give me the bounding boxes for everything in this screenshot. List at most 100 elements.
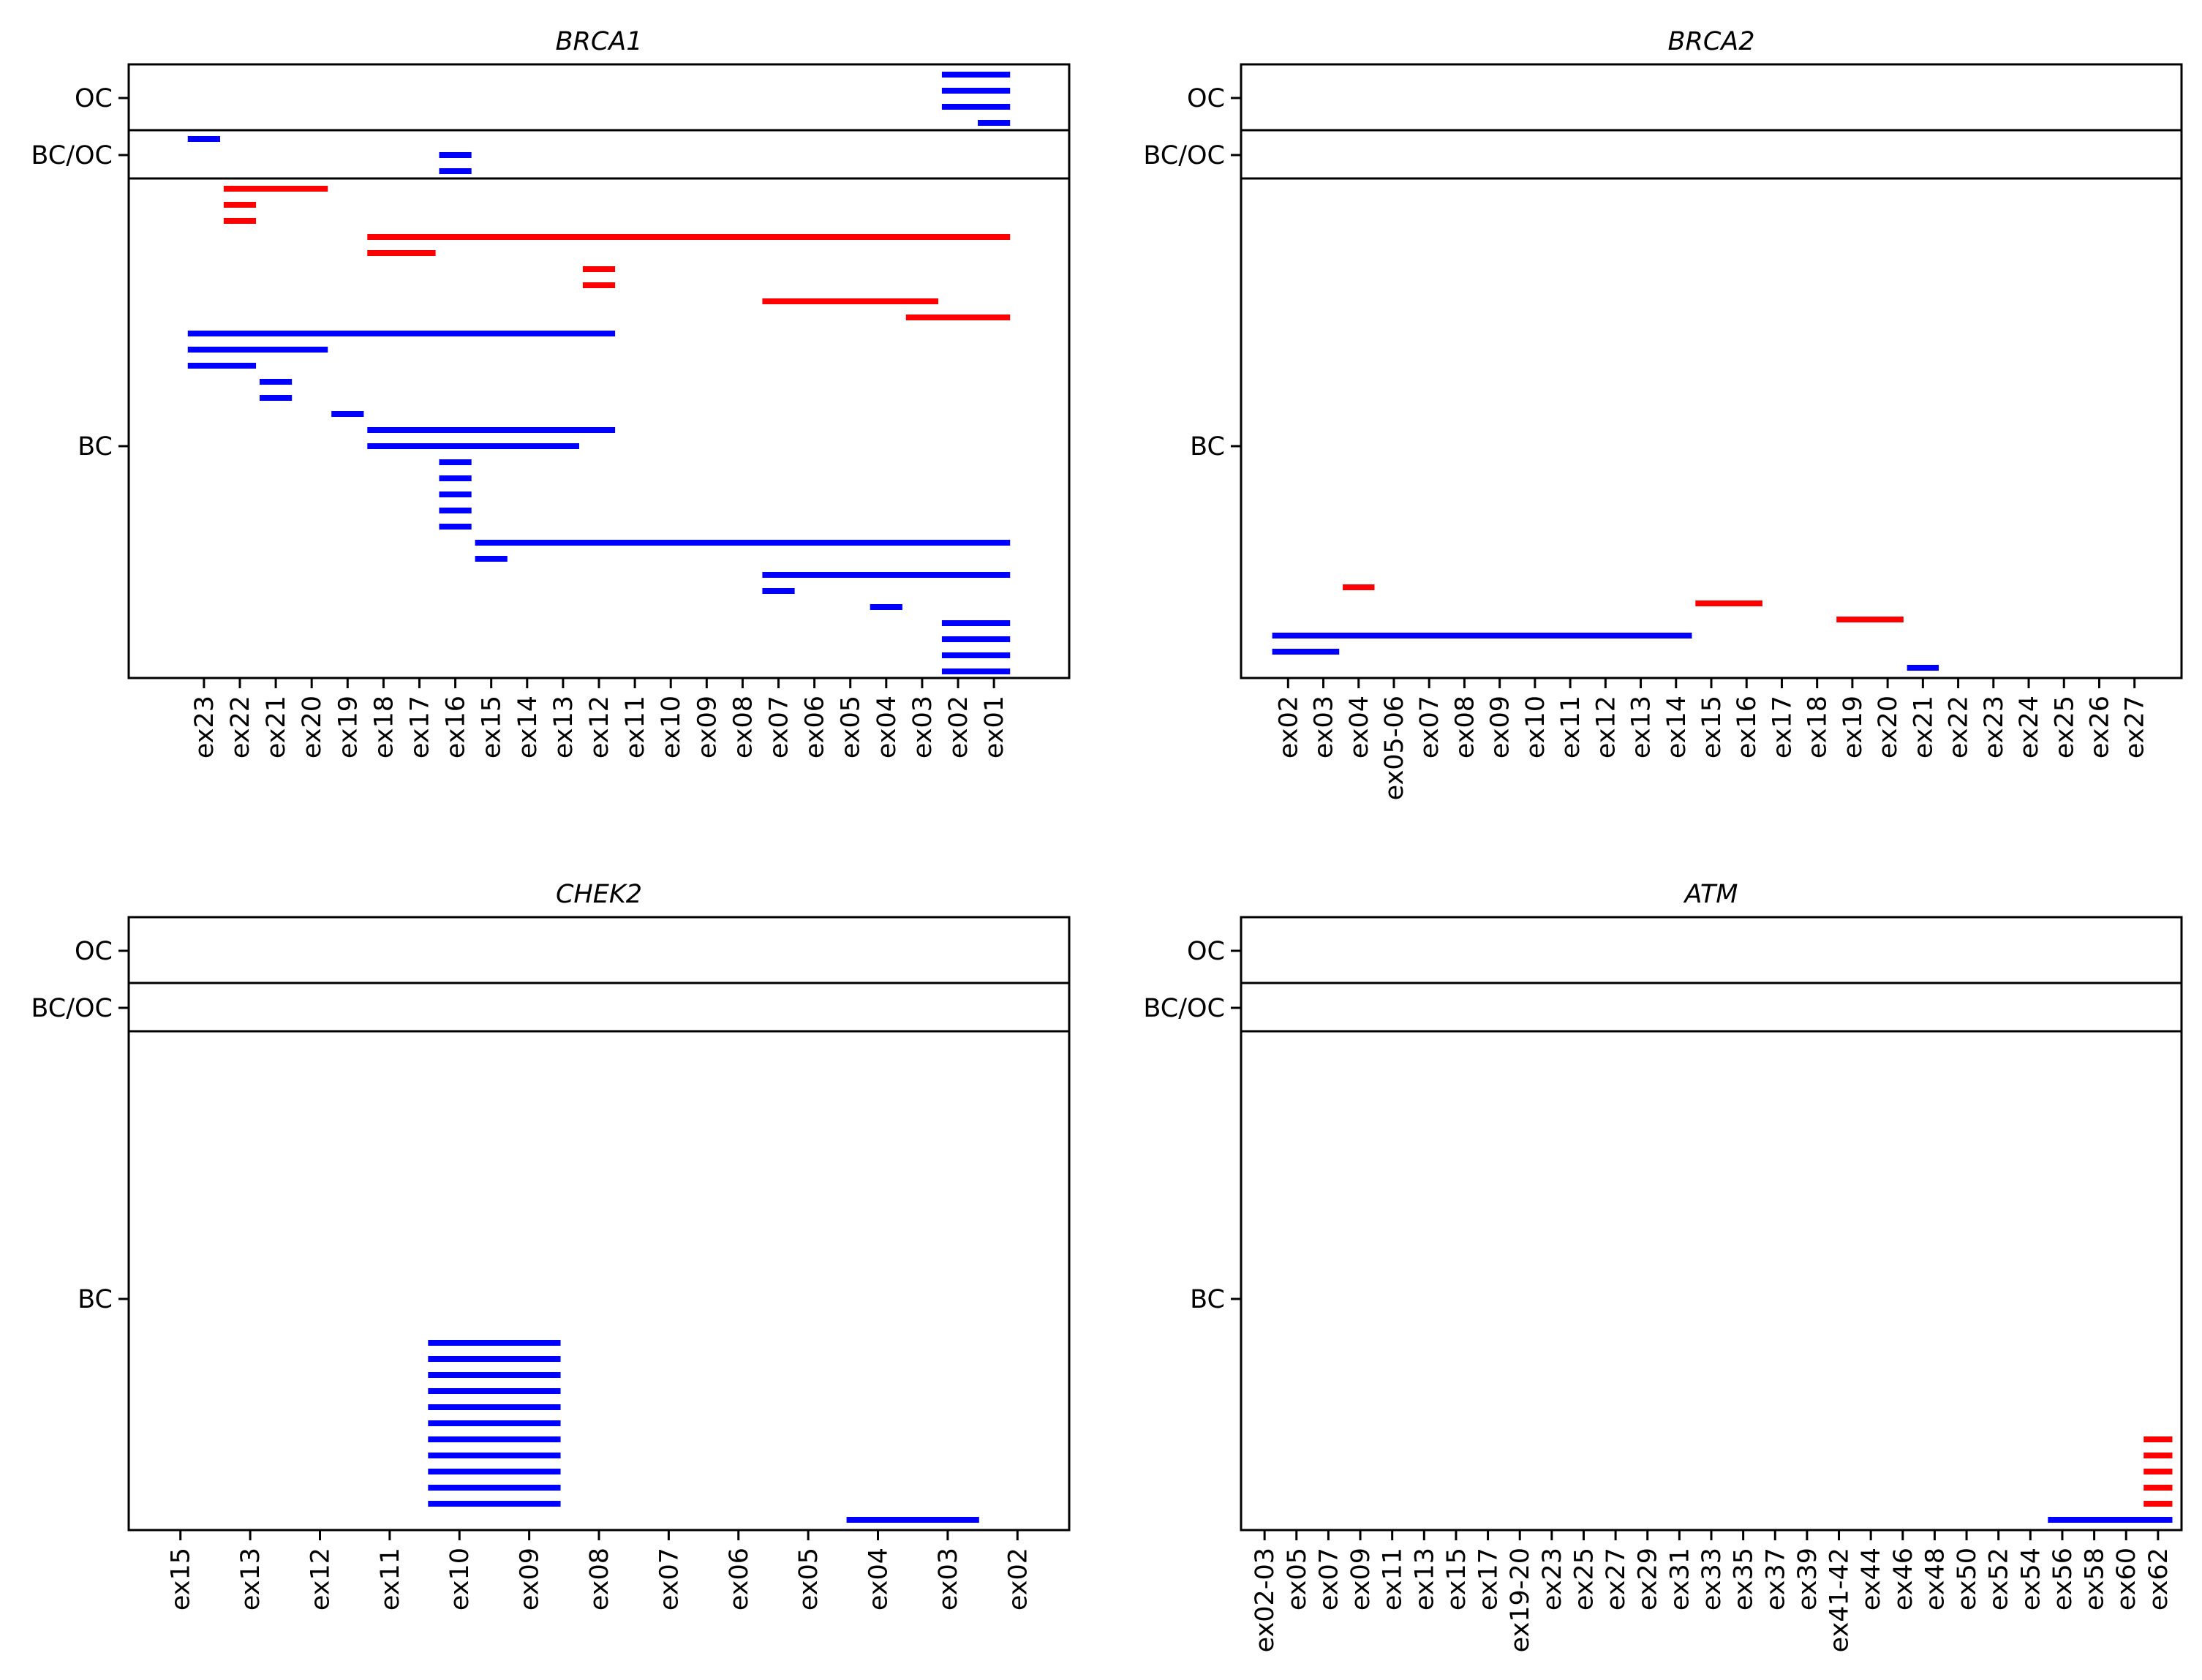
x-tick-label: ex04 <box>864 1548 894 1611</box>
chart-title: BRCA1 <box>556 27 643 56</box>
x-tick-label: ex09 <box>1346 1548 1376 1611</box>
x-tick-label: ex17 <box>1768 696 1797 758</box>
x-tick-label: ex15 <box>478 696 507 758</box>
y-tick-label: BC/OC <box>31 141 113 170</box>
x-tick-label: ex13 <box>1627 696 1656 758</box>
x-tick-label: ex17 <box>405 696 434 758</box>
x-tick-label: ex25 <box>2050 696 2079 758</box>
x-tick-label: ex03 <box>934 1548 963 1611</box>
x-tick-label: ex11 <box>621 696 650 758</box>
x-tick-label: ex13 <box>1410 1548 1439 1611</box>
x-tick-label: ex22 <box>226 696 255 758</box>
y-tick-label: BC <box>1190 1285 1225 1314</box>
x-tick-label: ex13 <box>549 696 578 758</box>
plot-frame <box>1240 63 2183 679</box>
y-tick-label: BC/OC <box>1143 994 1225 1023</box>
x-tick-label: ex25 <box>1569 1548 1599 1611</box>
x-tick-label: ex56 <box>2048 1548 2078 1611</box>
x-tick-label: ex02 <box>944 696 973 758</box>
x-tick-label: ex09 <box>693 696 722 758</box>
x-tick-label: ex22 <box>1945 696 1974 758</box>
x-tick-label: ex07 <box>1415 696 1444 758</box>
x-tick-label: ex05 <box>794 1548 823 1611</box>
x-tick-label: ex27 <box>1602 1548 1631 1611</box>
x-tick-label: ex11 <box>1379 1548 1408 1611</box>
panel-chek2: CHEK2 OC BC/OC BC ex15 ex13 ex12 ex11 ex10 ex09 ex… <box>31 880 1071 1611</box>
x-tick-label: ex07 <box>655 1548 684 1611</box>
x-tick-label: ex33 <box>1697 1548 1727 1611</box>
x-tick-label: ex03 <box>1310 696 1339 758</box>
x-tick-label: ex09 <box>516 1548 545 1611</box>
x-tick-label: ex01 <box>980 696 1009 758</box>
x-tick-label: ex60 <box>2112 1548 2141 1611</box>
x-tick-label: ex21 <box>262 696 291 758</box>
x-tick-label: ex11 <box>376 1548 405 1611</box>
y-tick-label: OC <box>75 84 113 113</box>
y-tick-label: OC <box>1187 937 1225 966</box>
x-tick-label: ex13 <box>236 1548 265 1611</box>
x-tick-label: ex29 <box>1634 1548 1663 1611</box>
x-tick-label: ex14 <box>513 696 543 758</box>
y-tick-label: BC/OC <box>31 994 113 1023</box>
x-tick-label: ex16 <box>442 696 471 758</box>
x-tick-label: ex20 <box>1874 696 1903 758</box>
x-tick-label: ex14 <box>1662 696 1692 758</box>
x-tick-label: ex52 <box>1985 1548 2014 1611</box>
x-tick-label: ex19 <box>1839 696 1868 758</box>
x-tick-label: ex48 <box>1920 1548 1950 1611</box>
x-tick-label: ex10 <box>1521 696 1550 758</box>
x-tick-label: ex35 <box>1730 1548 1759 1611</box>
y-tick-label: BC <box>78 432 113 462</box>
y-tick-label: OC <box>1187 84 1225 113</box>
y-tick-label: OC <box>75 937 113 966</box>
x-tick-label: ex23 <box>190 696 219 758</box>
x-tick-label: ex09 <box>1486 696 1515 758</box>
x-tick-label: ex44 <box>1857 1548 1886 1611</box>
x-tick-label: ex11 <box>1556 696 1585 758</box>
x-tick-label: ex19-20 <box>1506 1548 1535 1652</box>
x-tick-label: ex17 <box>1474 1548 1504 1611</box>
x-tick-label: ex04 <box>872 696 902 758</box>
x-tick-label: ex06 <box>725 1548 754 1611</box>
x-tick-label: ex41-42 <box>1825 1548 1855 1652</box>
x-tick-label: ex37 <box>1761 1548 1790 1611</box>
x-tick-label: ex23 <box>1538 1548 1567 1611</box>
y-tick-label: BC/OC <box>1143 141 1225 170</box>
x-tick-label: ex08 <box>728 696 758 758</box>
x-tick-label: ex18 <box>1803 696 1833 758</box>
x-tick-label: ex15 <box>1697 696 1727 758</box>
x-tick-label: ex12 <box>306 1548 335 1611</box>
x-tick-label: ex07 <box>1314 1548 1343 1611</box>
x-tick-label: ex02-03 <box>1251 1548 1280 1652</box>
x-tick-label: ex12 <box>585 696 614 758</box>
x-tick-label: ex21 <box>1909 696 1938 758</box>
y-tick-label: BC <box>1190 432 1225 462</box>
x-tick-label: ex10 <box>657 696 686 758</box>
x-tick-label: ex31 <box>1665 1548 1694 1611</box>
x-tick-label: ex27 <box>2121 696 2150 758</box>
x-tick-label: ex46 <box>1889 1548 1918 1611</box>
x-tick-label: ex15 <box>1442 1548 1471 1611</box>
x-tick-label: ex05 <box>1283 1548 1312 1611</box>
x-tick-label: ex06 <box>801 696 830 758</box>
x-tick-label: ex08 <box>1450 696 1479 758</box>
x-tick-label: ex39 <box>1793 1548 1822 1611</box>
x-tick-label: ex02 <box>1003 1548 1033 1611</box>
x-tick-label: ex58 <box>2081 1548 2110 1611</box>
chart-title: BRCA2 <box>1668 27 1755 56</box>
x-tick-label: ex16 <box>1732 696 1762 758</box>
x-tick-label: ex02 <box>1274 696 1303 758</box>
x-tick-label: ex03 <box>908 696 938 758</box>
x-tick-label: ex08 <box>585 1548 614 1611</box>
x-tick-label: ex19 <box>333 696 363 758</box>
x-tick-label: ex50 <box>1953 1548 1982 1611</box>
x-tick-label: ex04 <box>1345 696 1374 758</box>
x-tick-label: ex07 <box>765 696 794 758</box>
x-tick-label: ex54 <box>2016 1548 2045 1611</box>
x-tick-label: ex24 <box>2015 696 2044 758</box>
x-tick-label: ex20 <box>298 696 327 758</box>
